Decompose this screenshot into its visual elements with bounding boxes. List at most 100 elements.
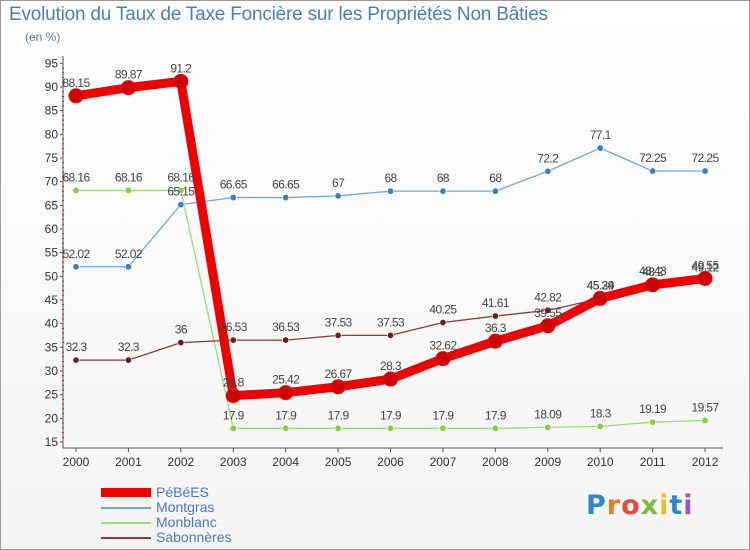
data-label-1: 66.65 (220, 178, 248, 192)
data-label-3: 48.43 (639, 264, 667, 278)
y-minor-tick (62, 129, 64, 131)
legend-label-montgras: Montgras (156, 499, 215, 515)
y-tick-label: 25 (45, 388, 59, 402)
y-minor-tick (62, 403, 64, 405)
y-minor-tick (62, 304, 64, 306)
x-tick-label: 2004 (272, 455, 299, 469)
legend-item-sabonneres: Sabonnères (101, 530, 232, 545)
y-minor-tick (62, 143, 64, 145)
series-point-3 (544, 306, 552, 314)
legend-item-monblanc: Monblanc (101, 515, 232, 530)
data-label-3: 36.53 (220, 320, 248, 334)
data-label-3: 32.3 (66, 340, 88, 354)
y-tick-label: 80 (45, 127, 59, 141)
legend-swatch-pebees (101, 488, 151, 497)
series-point-3 (282, 336, 290, 344)
y-minor-tick (62, 200, 64, 202)
series-point-3 (124, 356, 132, 364)
legend-swatch-sabonneres (101, 536, 151, 539)
y-minor-tick (62, 375, 64, 377)
series-point-3 (334, 331, 342, 339)
data-label-0: 89.87 (115, 68, 143, 82)
series-point-0 (173, 73, 189, 89)
y-minor-tick (62, 427, 64, 429)
y-tick-label: 15 (45, 435, 59, 449)
y-minor-tick (62, 398, 64, 400)
y-minor-tick (62, 209, 64, 211)
data-label-0: 28.3 (380, 359, 402, 373)
series-point-0 (435, 351, 451, 367)
data-label-3: 37.53 (377, 315, 405, 329)
proxiti-logo: Proxiti (586, 490, 694, 521)
data-label-2: 17.9 (328, 408, 350, 422)
series-point-2 (387, 424, 395, 432)
y-tick-label: 40 (45, 317, 59, 331)
unit-label: (en %) (25, 30, 61, 44)
logo-letter: r (606, 490, 622, 521)
y-minor-tick (62, 171, 64, 173)
logo-letter: o (621, 490, 641, 521)
data-label-1: 68 (437, 171, 450, 185)
data-label-2: 17.9 (223, 408, 245, 422)
y-minor-tick (62, 233, 64, 235)
x-tick-label: 2002 (167, 455, 194, 469)
y-minor-tick (62, 271, 64, 273)
series-point-3 (177, 339, 185, 347)
y-tick-label: 35 (45, 340, 59, 354)
data-label-2: 19.57 (692, 400, 720, 414)
y-tick-label: 75 (45, 151, 59, 165)
series-point-2 (124, 186, 132, 194)
data-label-2: 18.09 (534, 407, 562, 421)
series-point-0 (540, 318, 556, 334)
y-minor-tick (62, 166, 64, 168)
y-tick-label: 55 (45, 246, 59, 260)
data-label-3: 41.61 (482, 296, 510, 310)
series-point-0 (278, 385, 294, 401)
series-point-1 (387, 187, 395, 195)
y-minor-tick (62, 138, 64, 140)
x-tick-label: 2005 (325, 455, 352, 469)
series-point-1 (701, 167, 709, 175)
y-minor-tick (62, 384, 64, 386)
y-minor-tick (62, 379, 64, 381)
series-point-1 (124, 263, 132, 271)
series-point-2 (334, 424, 342, 432)
data-label-0: 25.42 (272, 373, 300, 387)
data-label-3: 40.25 (429, 302, 457, 316)
logo-letter: i (683, 490, 694, 521)
x-tick-label: 2000 (63, 455, 90, 469)
x-tick-label: 2001 (115, 455, 142, 469)
series-point-2 (177, 186, 185, 194)
x-tick-label: 2011 (640, 455, 666, 469)
series-point-0 (383, 371, 399, 387)
y-tick-label: 65 (45, 198, 59, 212)
series-point-0 (697, 270, 713, 286)
data-label-1: 52.02 (62, 247, 90, 261)
y-minor-tick (62, 67, 64, 69)
series-line-1 (75, 147, 706, 268)
logo-letter: i (659, 490, 670, 521)
data-label-0: 32.62 (429, 339, 457, 353)
y-minor-tick (62, 413, 64, 415)
y-minor-tick (62, 365, 64, 367)
series-point-2 (229, 424, 237, 432)
series-point-1 (439, 187, 447, 195)
data-label-0: 91.2 (170, 61, 192, 75)
y-minor-tick (62, 152, 64, 154)
y-minor-tick (62, 356, 64, 358)
data-label-3: 42.82 (534, 290, 562, 304)
y-minor-tick (62, 219, 64, 221)
data-label-0: 39.55 (534, 306, 562, 320)
y-minor-tick (62, 95, 64, 97)
legend-label-sabonneres: Sabonnères (156, 529, 232, 545)
y-minor-tick (62, 342, 64, 344)
y-tick-label: 30 (45, 364, 59, 378)
series-point-1 (282, 194, 290, 202)
y-tick-label: 50 (45, 269, 59, 283)
y-minor-tick (62, 195, 64, 197)
y-minor-tick (62, 261, 64, 263)
y-minor-tick (62, 242, 64, 244)
y-minor-tick (62, 162, 64, 164)
y-minor-tick (62, 294, 64, 296)
